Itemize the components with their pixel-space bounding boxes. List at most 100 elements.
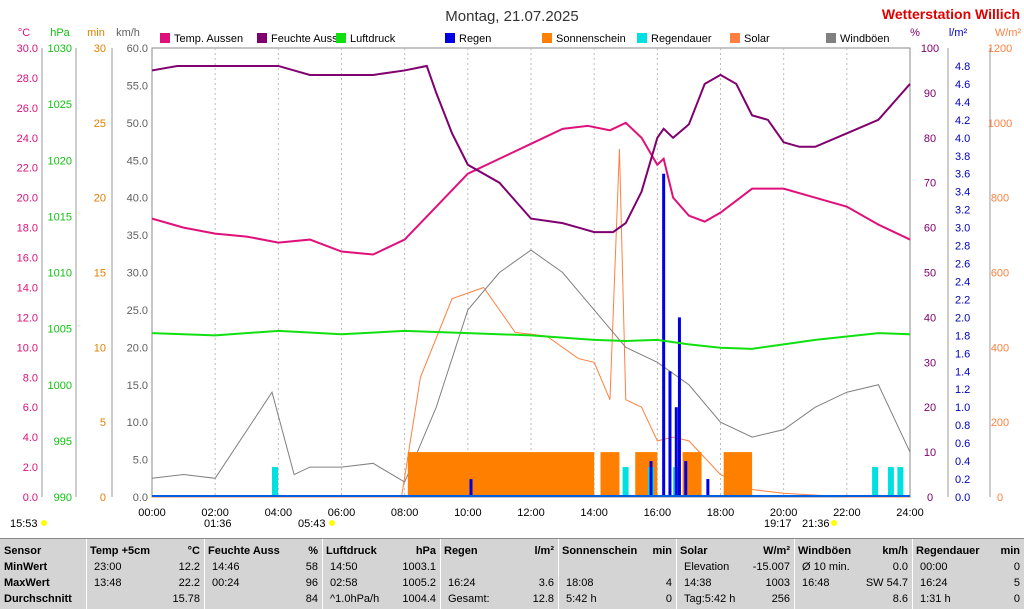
stats-col-wind: Windböen km/h Ø 10 min. 0.0 16:48 SW 54.7 8.6 (794, 539, 913, 609)
chart-legend: Temp. Aussen Feuchte Auss* Luftdruck Regen S… (160, 33, 890, 45)
stats-col-rain: Regen l/m² 16:24 3.6 Gesamt: 12.8 (440, 539, 559, 609)
tick-label-temp: 0.0 (23, 492, 38, 504)
tick-label-kmh: 10.0 (127, 417, 148, 429)
stats-time: 00:24 (212, 577, 240, 589)
stats-value: -15.007 (752, 561, 790, 573)
stats-col-solar: Solar W/m² Elevation -15.007 14:38 1003 Tag:5:… (676, 539, 795, 609)
legend-swatch (336, 33, 346, 43)
stats-time: Elevation (684, 561, 730, 573)
sunshine-bar (600, 452, 620, 497)
tick-label-pct: 30 (924, 357, 936, 369)
plot-frame (151, 47, 911, 498)
tick-label-min: 15 (94, 268, 106, 280)
stats-time: ^1.0hPa/h (330, 593, 380, 605)
axis-unit-rain: l/m² (949, 27, 968, 39)
tick-label-rain: 2.8 (955, 241, 970, 253)
series-line (151, 329, 911, 350)
axis-unit-pct: % (910, 27, 920, 39)
tick-label-solar: 400 (991, 342, 1009, 354)
tick-label-rain: 1.2 (955, 384, 970, 396)
tick-label-min: 20 (94, 193, 106, 205)
stats-row: 18:08 4 (562, 575, 672, 591)
stats-value: 1005.2 (402, 577, 436, 589)
stats-row: 02:58 1005.2 (326, 575, 436, 591)
tick-label-pct: 80 (924, 133, 936, 145)
x-tick-label: 16:00 (644, 507, 672, 519)
stats-row: 1:31 h 0 (916, 591, 1020, 607)
col-title: Feuchte Auss (208, 545, 280, 557)
x-tick-label: 12:00 (517, 507, 545, 519)
stats-col-title: Temp +5cm °C (90, 543, 200, 559)
tick-label-rain: 2.4 (955, 276, 970, 288)
tick-label-pct: 70 (924, 178, 936, 190)
tick-label-temp: 18.0 (17, 223, 38, 235)
tick-label-kmh: 0.0 (133, 492, 148, 504)
tick-label-press: 1010 (48, 268, 72, 280)
tick-label-press: 1030 (48, 43, 72, 55)
stats-value: 22.2 (178, 577, 200, 589)
stats-value: 3.6 (538, 577, 554, 589)
stats-label-max: MaxWert (4, 577, 50, 589)
series-line (152, 149, 910, 498)
stats-time: 1:31 h (920, 593, 951, 605)
tick-label-rain: 2.2 (955, 294, 970, 306)
current-time-dot (41, 520, 47, 526)
stats-value: 58 (305, 561, 318, 573)
sunrise-dot (329, 520, 335, 526)
stats-col-title: Luftdruck hPa (326, 543, 436, 559)
stats-time: 16:24 (920, 577, 948, 589)
stats-value: 1004.4 (402, 593, 436, 605)
x-tick-label: 08:00 (391, 507, 419, 519)
stats-col-title: Windböen km/h (798, 543, 908, 559)
stats-time: 02:58 (330, 577, 358, 589)
stats-row: 16:24 3.6 (444, 575, 554, 591)
legend-swatch (160, 33, 170, 43)
legend-label: Feuchte Auss* (271, 33, 343, 45)
legend-swatch (730, 33, 740, 43)
tick-label-rain: 2.6 (955, 259, 970, 271)
stats-value: SW 54.7 (865, 577, 908, 589)
rain-bar (684, 461, 688, 497)
stats-row: 15.78 (90, 591, 200, 607)
tick-label-temp: 14.0 (17, 282, 38, 294)
tick-label-min: 5 (100, 417, 106, 429)
left-axes: °C 30.0 28.0 26.0 24.0 22.0 20.0 18.0 16.0 14.0 12… (17, 27, 148, 504)
tick-label-kmh: 50.0 (127, 118, 148, 130)
tick-label-rain: 0.2 (955, 474, 970, 486)
tick-label-solar: 0 (997, 492, 1003, 504)
x-axis: 00:00 02:00 04:00 06:00 08:00 10:00 12:00 14:00… (138, 507, 924, 519)
tick-label-rain: 3.0 (955, 223, 970, 235)
col-unit: hPa (415, 545, 436, 557)
station-name: Wetterstation Willich (882, 6, 1020, 22)
stats-time: 14:46 (212, 561, 240, 573)
col-unit: min (652, 545, 672, 557)
tick-label-temp: 26.0 (17, 103, 38, 115)
stats-row: 84 (208, 591, 318, 607)
tick-label-rain: 0.8 (955, 420, 970, 432)
stats-row: 23:00 12.2 (90, 559, 200, 575)
x-tick-label: 00:00 (138, 507, 166, 519)
tick-label-kmh: 30.0 (127, 268, 148, 280)
stats-value: 15.78 (172, 593, 200, 605)
sunrise-time: 01:36 (204, 518, 232, 530)
stats-value: 256 (771, 593, 790, 605)
stats-time: Gesamt: (448, 593, 490, 605)
tick-label-pct: 10 (924, 447, 936, 459)
stats-value: 96 (305, 577, 318, 589)
sunrise2-time: 05:43 (298, 518, 326, 530)
legend-label: Windböen (840, 33, 890, 45)
stats-value: 0 (1013, 593, 1020, 605)
stats-value: 0.0 (892, 561, 908, 573)
x-tick-label: 20:00 (770, 507, 798, 519)
tick-label-temp: 22.0 (17, 163, 38, 175)
legend-label: Luftdruck (350, 33, 396, 45)
col-unit: km/h (882, 545, 908, 557)
x-tick-label: 24:00 (896, 507, 924, 519)
rain-duration-bar (887, 467, 894, 497)
stats-col-sun: Sonnenschein min 18:08 4 5:42 h 0 (558, 539, 677, 609)
stats-value: 1003 (765, 577, 790, 589)
col-title: Regendauer (916, 545, 980, 557)
tick-label-rain: 3.4 (955, 187, 970, 199)
tick-label-rain: 4.0 (955, 133, 970, 145)
tick-label-pct: 90 (924, 88, 936, 100)
